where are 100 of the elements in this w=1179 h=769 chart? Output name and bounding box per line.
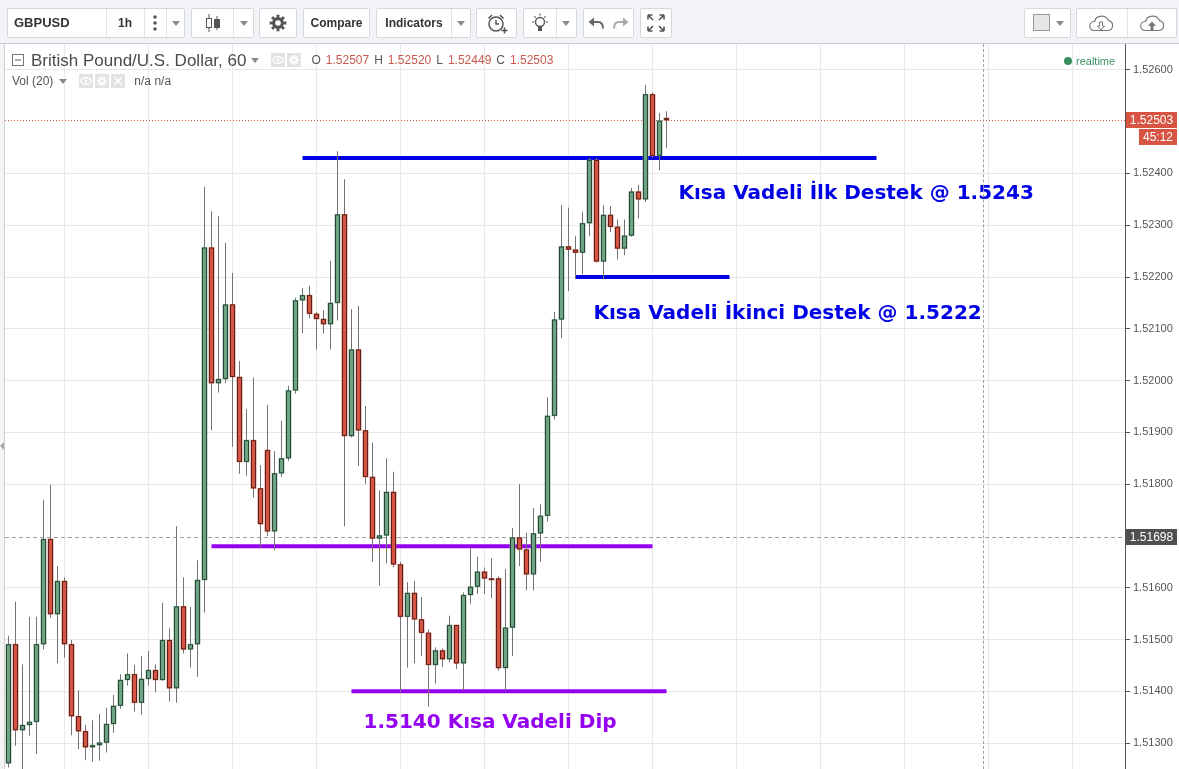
candlestick bbox=[537, 503, 544, 563]
candlestick bbox=[502, 568, 509, 692]
ref-line-label: 1.51698 bbox=[1129, 529, 1174, 544]
candlestick bbox=[642, 84, 649, 203]
candlestick bbox=[243, 408, 250, 477]
candlestick bbox=[166, 627, 173, 703]
candlestick bbox=[180, 576, 187, 655]
candlestick bbox=[271, 450, 278, 551]
candlestick bbox=[404, 581, 411, 668]
candlestick bbox=[89, 719, 96, 763]
candlestick bbox=[474, 556, 481, 595]
candlestick bbox=[656, 112, 663, 171]
candlestick bbox=[145, 650, 152, 687]
candlestick bbox=[103, 707, 110, 753]
candlestick bbox=[432, 646, 439, 685]
ref-line-label: 1.52503 bbox=[1129, 112, 1174, 127]
candlestick bbox=[369, 442, 376, 563]
candlestick bbox=[383, 457, 390, 564]
candlestick bbox=[439, 647, 446, 668]
candlestick bbox=[334, 150, 341, 322]
y-tick-label: 1.51800 bbox=[1133, 477, 1173, 490]
y-tick-label: 1.52000 bbox=[1133, 373, 1173, 386]
y-tick-label: 1.51400 bbox=[1133, 684, 1173, 697]
candlestick bbox=[579, 211, 586, 275]
candlestick bbox=[187, 606, 194, 668]
candlestick bbox=[600, 204, 607, 280]
candlestick bbox=[208, 210, 215, 431]
annotation: Vol (20) bbox=[12, 74, 54, 88]
candlestick bbox=[194, 559, 201, 678]
symbol-box: GBPUSD 1h bbox=[7, 8, 185, 38]
y-tick-label: 1.52300 bbox=[1133, 218, 1173, 231]
y-tick-label: 1.51500 bbox=[1133, 632, 1173, 645]
candlestick bbox=[397, 561, 404, 693]
candlestick bbox=[12, 601, 19, 747]
candlestick bbox=[313, 311, 320, 351]
candlestick bbox=[425, 628, 432, 708]
candlestick bbox=[138, 655, 145, 716]
candlestick bbox=[75, 689, 82, 750]
candlestick bbox=[124, 653, 131, 687]
candlestick bbox=[572, 235, 579, 280]
candlestick bbox=[201, 186, 208, 614]
candlestick bbox=[544, 396, 551, 522]
candlestick bbox=[257, 464, 264, 548]
candlestick bbox=[390, 471, 397, 568]
candlestick bbox=[481, 567, 488, 595]
candlestick bbox=[614, 219, 621, 260]
candlestick bbox=[152, 663, 159, 693]
candlestick bbox=[19, 663, 26, 769]
candlestick bbox=[68, 639, 75, 736]
candlestick bbox=[516, 483, 523, 567]
candlestick bbox=[509, 527, 516, 657]
candlestick bbox=[54, 565, 61, 664]
chart-title: British Pound/U.S. Dollar, 60 bbox=[31, 50, 247, 70]
candlestick bbox=[593, 157, 600, 262]
candlestick bbox=[621, 219, 628, 256]
y-tick-label: 1.52200 bbox=[1133, 270, 1173, 283]
candlestick bbox=[495, 575, 502, 672]
candlestick bbox=[117, 673, 124, 710]
candlestick bbox=[341, 178, 348, 527]
candlestick bbox=[362, 405, 369, 485]
candlestick bbox=[327, 260, 334, 351]
candlestick bbox=[278, 420, 285, 478]
candlestick bbox=[467, 546, 474, 605]
candlestick bbox=[61, 576, 68, 659]
candlestick bbox=[635, 184, 642, 220]
candlestick bbox=[215, 215, 222, 394]
y-tick-label: 1.52400 bbox=[1133, 166, 1173, 179]
candlestick bbox=[488, 557, 495, 599]
series-label: 1.5140 Kısa Vadeli Dip bbox=[363, 708, 617, 733]
candlestick bbox=[5, 635, 12, 768]
candlestick bbox=[607, 205, 614, 233]
candlestick bbox=[299, 287, 306, 334]
series-label: Kısa Vadeli İkinci Destek @ 1.5222 bbox=[593, 300, 982, 325]
candlestick bbox=[47, 484, 54, 619]
y-tick-label: 1.51300 bbox=[1133, 736, 1173, 749]
candlestick bbox=[26, 616, 33, 737]
indicators-button: Indicators bbox=[376, 8, 471, 38]
candlestick bbox=[320, 309, 327, 334]
candlestick bbox=[40, 499, 47, 650]
candlestick bbox=[565, 207, 572, 292]
y-tick-label: 1.52100 bbox=[1133, 321, 1173, 334]
candlestick bbox=[236, 360, 243, 475]
annotation: n/a n/a bbox=[134, 74, 172, 88]
candlestick bbox=[229, 272, 236, 448]
annotation: O 1.52507 H 1.52520 L 1.52449 C 1.52503 bbox=[311, 53, 554, 67]
candlestick bbox=[460, 591, 467, 691]
candlestick bbox=[558, 204, 565, 339]
candlestick bbox=[348, 308, 355, 439]
candlestick bbox=[173, 525, 180, 704]
candlestick bbox=[551, 311, 558, 420]
candlestick bbox=[96, 713, 103, 762]
candlestick bbox=[264, 404, 271, 537]
candlestick bbox=[82, 724, 89, 761]
candlestick bbox=[586, 157, 593, 237]
candlestick bbox=[285, 385, 292, 462]
candlestick bbox=[306, 285, 313, 319]
candlestick bbox=[33, 616, 40, 755]
y-tick-label: 1.52600 bbox=[1133, 62, 1173, 75]
annotation: realtime bbox=[1076, 54, 1116, 68]
candlestick bbox=[418, 596, 425, 657]
